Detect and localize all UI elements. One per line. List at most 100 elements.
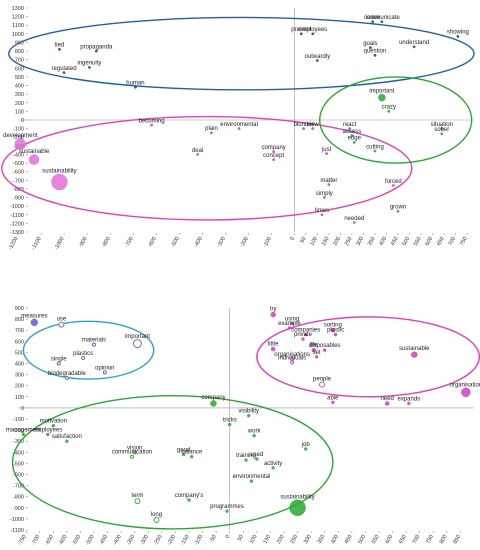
data-point (350, 134, 354, 137)
data-point (255, 457, 259, 461)
point-label: issue (366, 15, 381, 21)
y-tick-label: 800 (15, 317, 24, 323)
point-label: important (369, 89, 394, 95)
y-tick-label: -600 (13, 170, 24, 176)
top-scatter-plot: 1300120011001000900800700600500400300200… (1, 6, 475, 251)
point-label: just (321, 147, 332, 153)
y-tick-label: -1100 (10, 213, 24, 219)
x-tick-label: -200 (166, 534, 177, 547)
x-tick-label: -350 (126, 534, 137, 547)
data-point (187, 498, 191, 502)
point-label: situation (431, 122, 453, 128)
point-label: able (327, 395, 339, 401)
y-tick-label: -400 (13, 450, 24, 456)
point-label: times (315, 208, 329, 214)
point-label: little (268, 342, 279, 348)
x-tick-label: 500 (357, 534, 367, 545)
point-label: matter (320, 178, 337, 184)
data-point (196, 153, 200, 156)
x-tick-label: -200 (239, 236, 250, 249)
cluster-ellipse (1, 115, 413, 221)
y-tick-label: -500 (13, 461, 24, 467)
point-label: plain (205, 126, 218, 132)
x-tick-label: -700 (124, 236, 135, 249)
y-tick-label: 700 (15, 328, 24, 334)
cluster-ellipse (8, 16, 475, 91)
point-label: ingenuity (77, 61, 101, 67)
x-tick-label: 100 (249, 534, 259, 545)
data-point (210, 131, 213, 135)
point-label: employees (33, 428, 62, 434)
data-point (333, 332, 338, 337)
point-label: used (250, 452, 263, 458)
x-tick-label: -1100 (31, 236, 43, 251)
point-label: organisation (450, 382, 480, 388)
point-label: human (126, 81, 144, 87)
y-tick-label: -1100 (10, 528, 24, 534)
point-label: company (261, 145, 285, 151)
point-label: balance (181, 450, 203, 456)
data-point (181, 452, 186, 457)
data-point (30, 318, 38, 327)
y-tick-label: 800 (15, 49, 24, 55)
data-point (325, 152, 329, 156)
point-label: term (131, 493, 143, 499)
x-tick-label: 0 (289, 236, 296, 242)
point-label: propaganda (80, 44, 113, 50)
data-point (331, 400, 335, 405)
data-point (407, 401, 411, 406)
point-label: edge (348, 136, 362, 142)
point-label: single (51, 357, 67, 363)
data-point (387, 109, 391, 113)
x-tick-label: 550 (371, 534, 381, 545)
point-label: blunder (294, 122, 314, 128)
data-point (58, 47, 61, 51)
point-label: motivation (40, 419, 67, 425)
point-label: development (3, 133, 38, 139)
y-tick-label: 1200 (12, 15, 24, 21)
x-tick-label: 550 (413, 236, 423, 247)
data-point (62, 71, 66, 75)
point-label: becoming (139, 118, 165, 124)
y-tick-label: 600 (15, 339, 24, 345)
data-point (46, 432, 50, 437)
point-label: view (307, 122, 320, 128)
x-tick-label: 700 (412, 534, 422, 545)
point-label: good (177, 448, 190, 454)
point-label: showing (447, 30, 469, 36)
y-tick-label: 0 (21, 118, 24, 124)
data-point (322, 196, 326, 199)
point-label: life (310, 343, 318, 349)
point-label: job (301, 442, 311, 448)
y-tick-label: -100 (13, 417, 24, 423)
y-tick-label: -100 (13, 127, 24, 133)
x-tick-label: 850 (452, 534, 462, 545)
data-point (299, 32, 303, 36)
point-label: needed (344, 216, 364, 222)
data-point (81, 356, 86, 360)
y-tick-label: -700 (13, 484, 24, 490)
point-label: environmental (220, 122, 258, 128)
x-tick-label: -600 (147, 236, 158, 249)
data-point (440, 132, 444, 136)
point-label: employees (298, 27, 327, 33)
point-label: sober (434, 127, 449, 133)
point-label: understand (399, 40, 429, 46)
y-tick-label: -700 (13, 178, 24, 184)
data-point (311, 32, 315, 36)
point-label: disposables (309, 343, 341, 349)
point-label: present (291, 27, 311, 33)
point-label: company's (175, 493, 204, 499)
data-point (412, 45, 416, 49)
y-tick-label: 1000 (12, 32, 24, 38)
data-point (64, 375, 69, 380)
x-tick-label: -400 (112, 534, 123, 547)
x-tick-label: 400 (378, 236, 388, 247)
point-label: tied (55, 43, 65, 49)
point-label: vision (127, 445, 142, 451)
data-point (134, 498, 141, 505)
data-point (272, 150, 276, 154)
data-point (237, 127, 241, 131)
cluster-ellipse (11, 394, 334, 530)
data-point (271, 466, 275, 470)
